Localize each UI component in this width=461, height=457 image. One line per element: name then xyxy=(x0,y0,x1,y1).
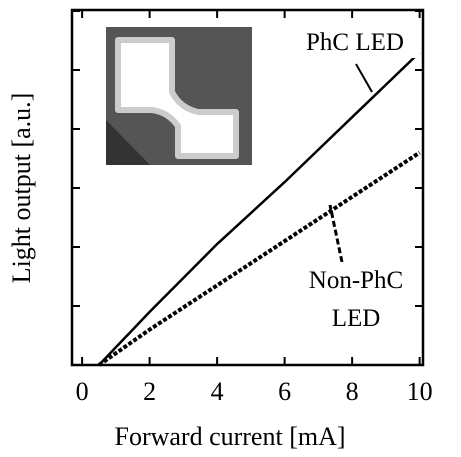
y-axis-label: Light output [a.u.] xyxy=(7,93,36,284)
page: Forward current [mA] Light output [a.u.]… xyxy=(0,0,461,457)
x-tick-label: 4 xyxy=(211,377,224,406)
x-tick-label: 10 xyxy=(407,377,433,406)
x-tick-label: 6 xyxy=(278,377,291,406)
x-axis-label: Forward current [mA] xyxy=(114,422,345,451)
x-tick-label: 8 xyxy=(346,377,359,406)
inset-image xyxy=(106,27,252,165)
leader-line xyxy=(356,64,372,92)
series-label: PhC LED xyxy=(290,28,420,58)
series-label: Non-PhC LED xyxy=(300,262,412,338)
x-tick-label: 0 xyxy=(76,377,89,406)
x-tick-label: 2 xyxy=(143,377,156,406)
leader-line xyxy=(330,205,342,262)
chart: Forward current [mA] Light output [a.u.]… xyxy=(0,0,461,457)
